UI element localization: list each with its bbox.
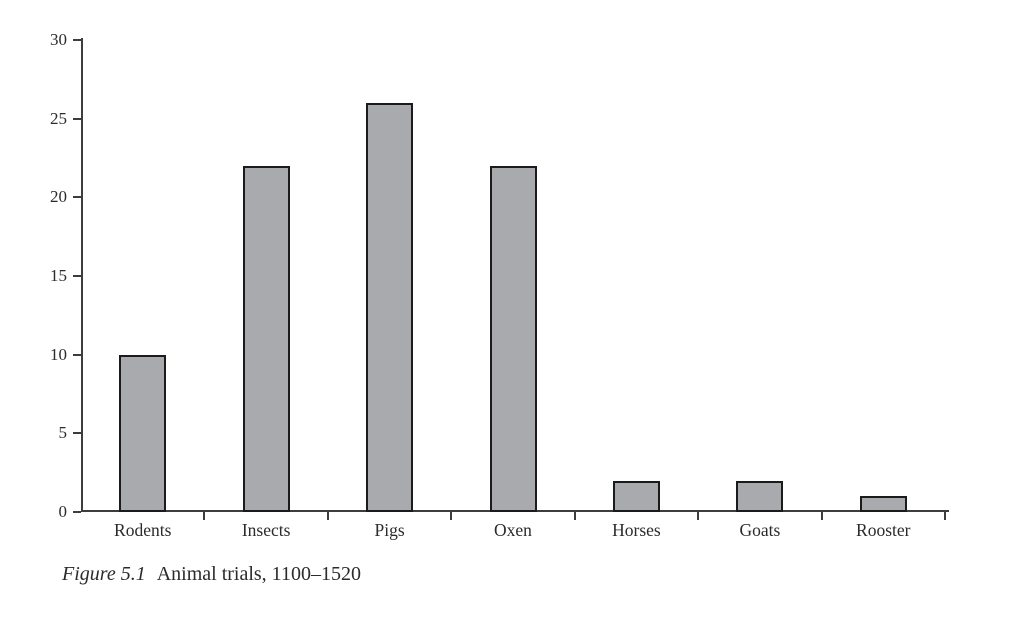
x-axis-tick xyxy=(573,512,576,520)
y-axis-tick xyxy=(73,353,81,356)
x-tick-label-pigs: Pigs xyxy=(374,520,405,540)
x-tick-label-horses: Horses xyxy=(612,520,661,540)
figure-caption: Figure 5.1 Animal trials, 1100–1520 xyxy=(62,562,361,586)
y-axis-tick xyxy=(73,511,81,513)
x-axis-tick xyxy=(820,512,823,520)
x-tick-label-rooster: Rooster xyxy=(856,520,911,540)
y-tick-label: 10 xyxy=(50,344,67,364)
x-tick-label-goats: Goats xyxy=(739,520,781,540)
y-tick-label: 30 xyxy=(50,30,67,50)
y-axis-tick xyxy=(73,196,81,199)
x-axis-tick xyxy=(326,512,329,520)
x-axis-tick xyxy=(697,512,700,520)
x-axis-tick xyxy=(450,512,453,520)
bar-oxen xyxy=(489,165,537,512)
x-tick-label-oxen: Oxen xyxy=(494,520,532,540)
y-axis-tick xyxy=(73,39,81,41)
y-axis-tick xyxy=(73,117,81,120)
y-tick-label: 15 xyxy=(50,266,67,286)
y-tick-label: 0 xyxy=(58,502,68,522)
bar-rodents xyxy=(119,354,167,512)
y-tick-label: 25 xyxy=(50,108,67,128)
x-axis-tick xyxy=(203,512,206,520)
x-tick-label-rodents: Rodents xyxy=(114,520,172,540)
bar-horses xyxy=(612,480,660,512)
y-tick-label: 20 xyxy=(50,187,67,207)
y-tick-label: 5 xyxy=(58,423,68,443)
figure-caption-label: Figure 5.1 xyxy=(62,563,146,585)
y-axis-tick xyxy=(73,275,81,277)
x-axis-tick xyxy=(944,512,946,520)
y-axis-tick xyxy=(73,432,81,435)
bar-goats xyxy=(736,480,784,512)
bar-pigs xyxy=(366,102,414,512)
bar-insects xyxy=(242,165,290,512)
x-tick-label-insects: Insects xyxy=(241,520,291,540)
figure-caption-text: Animal trials, 1100–1520 xyxy=(156,563,361,585)
bar-rooster xyxy=(859,496,907,512)
y-axis-line xyxy=(81,38,83,512)
bar-chart: 0 5 10 15 20 25 30 Rodents Insects Pigs Oxen Horses… xyxy=(50,31,949,539)
